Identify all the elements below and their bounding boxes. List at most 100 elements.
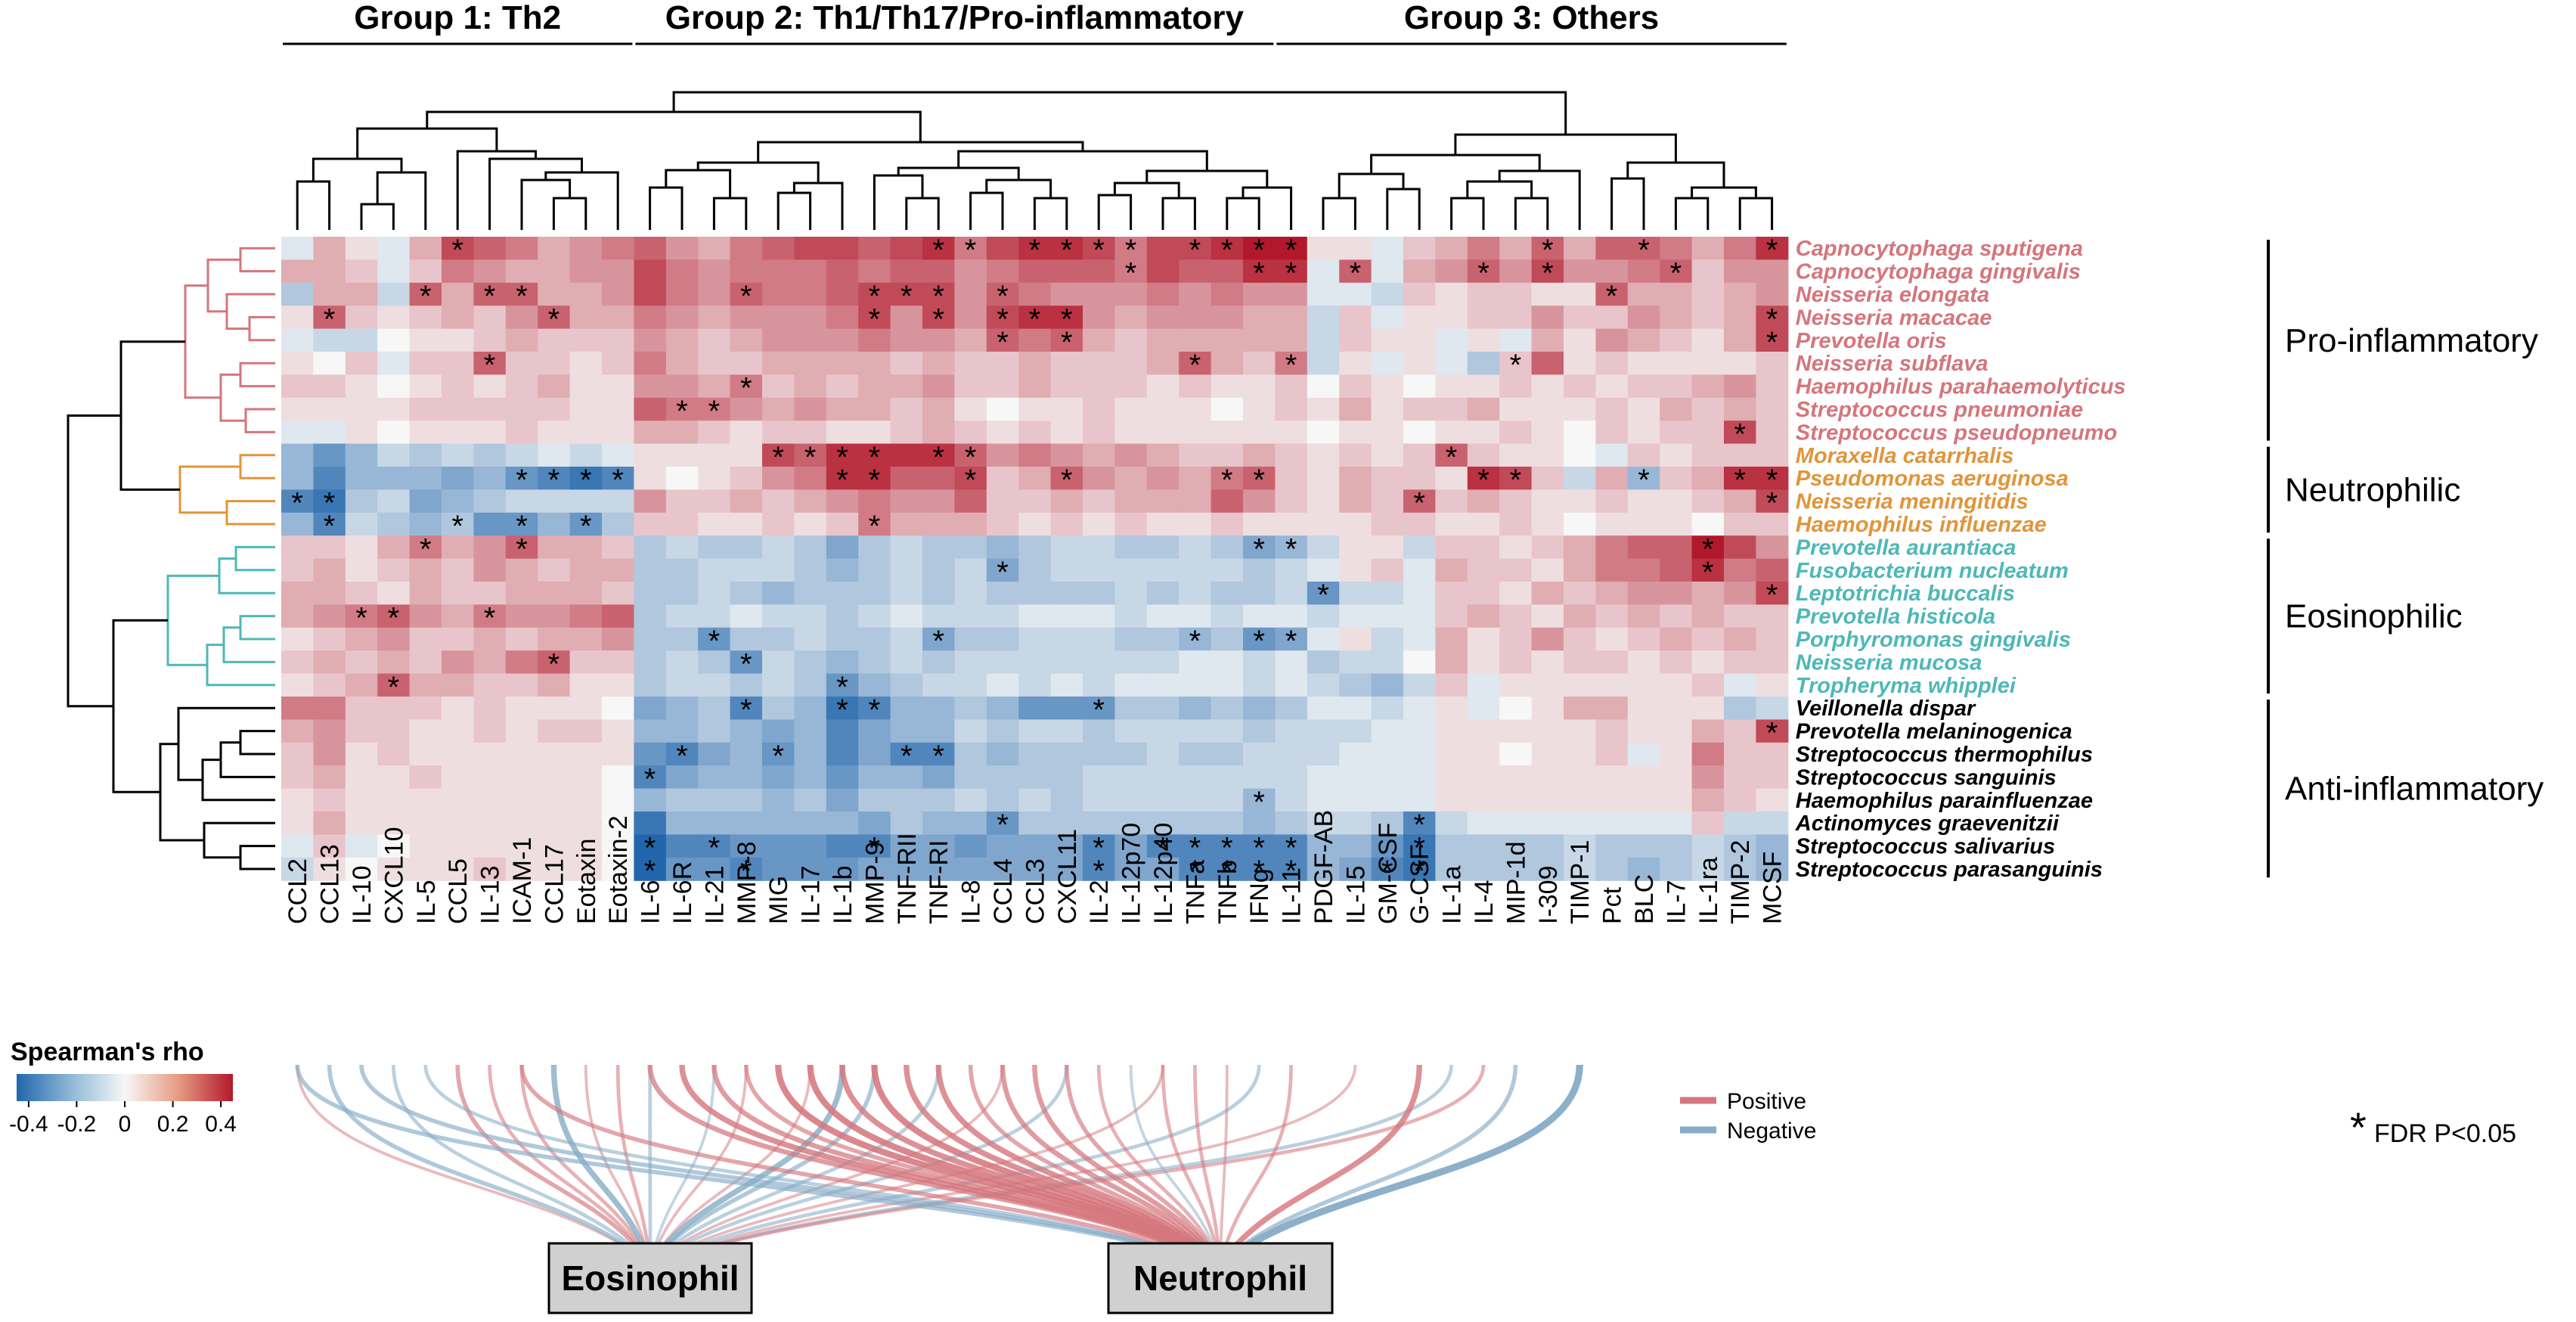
cell-r9-c19 bbox=[890, 443, 923, 467]
cell-r0-c5 bbox=[442, 237, 474, 260]
cell-r18-c26 bbox=[1114, 650, 1148, 675]
col-label-MCSF: MCSF bbox=[1759, 852, 1787, 924]
row-merge-3 bbox=[225, 293, 275, 330]
cell-r13-c37 bbox=[1467, 535, 1500, 560]
legend-fdr-star: * bbox=[2350, 1103, 2367, 1151]
link-neutrophil-IL-21 bbox=[711, 1064, 1181, 1247]
cell-r16-c13 bbox=[698, 604, 731, 628]
cell-r22-c3 bbox=[377, 742, 411, 766]
cell-r20-c9 bbox=[569, 697, 603, 720]
cell-r15-c23 bbox=[1018, 582, 1052, 605]
col-merge-36 bbox=[1466, 180, 1533, 198]
cell-r3-c43 bbox=[1660, 306, 1693, 330]
cell-r27-c43 bbox=[1660, 857, 1693, 881]
cell-r0-c4 bbox=[409, 237, 442, 260]
star-r13-c7: * bbox=[516, 532, 528, 566]
star-r0-c42: * bbox=[1638, 234, 1650, 267]
cell-r21-c12 bbox=[665, 719, 699, 743]
cell-r7-c28 bbox=[1179, 397, 1212, 421]
cell-r24-c46 bbox=[1756, 788, 1789, 812]
cell-r2-c4 bbox=[409, 282, 442, 306]
cell-r12-c35 bbox=[1403, 512, 1436, 536]
col-label-IL-10: IL-10 bbox=[348, 866, 377, 925]
cell-r4-c44 bbox=[1691, 328, 1725, 352]
cell-r9-c45 bbox=[1724, 443, 1756, 467]
cell-r7-c32 bbox=[1307, 397, 1340, 421]
col-label-IL-12p40: IL-12p40 bbox=[1149, 823, 1178, 924]
cell-r25-c27 bbox=[1146, 812, 1180, 835]
cell-r15-c42 bbox=[1627, 582, 1660, 605]
cell-r26-c16 bbox=[794, 834, 827, 858]
cell-r6-c3 bbox=[377, 374, 411, 399]
cell-r10-c12 bbox=[665, 467, 699, 490]
cell-r3-c8 bbox=[538, 306, 571, 330]
cell-r22-c45 bbox=[1724, 742, 1756, 766]
cell-r15-c27 bbox=[1146, 582, 1180, 605]
row-label-18: Neisseria mucosa bbox=[1796, 650, 1982, 675]
cell-r2-c34 bbox=[1371, 282, 1404, 306]
cell-r10-c24 bbox=[1050, 467, 1083, 490]
cell-r2-c13 bbox=[698, 282, 731, 306]
cell-r13-c5 bbox=[442, 535, 474, 560]
cell-r11-c0 bbox=[281, 489, 314, 514]
cell-r1-c32 bbox=[1307, 259, 1340, 284]
cell-r0-c29 bbox=[1211, 237, 1244, 260]
cell-r7-c15 bbox=[762, 397, 795, 421]
star-r0-c21: * bbox=[965, 234, 977, 267]
cell-r15-c8 bbox=[538, 582, 571, 605]
cell-r26-c6 bbox=[473, 834, 507, 858]
cell-r1-c35 bbox=[1403, 259, 1436, 284]
cell-r4-c0 bbox=[281, 328, 314, 352]
cell-r10-c39 bbox=[1531, 467, 1564, 490]
cell-r25-c39 bbox=[1531, 812, 1564, 835]
star-r1-c30: * bbox=[1253, 257, 1265, 290]
cell-r20-c6 bbox=[473, 697, 507, 720]
col-label-CXCL10: CXCL10 bbox=[380, 827, 408, 924]
cell-r8-c46 bbox=[1756, 420, 1789, 445]
star-r7-c13: * bbox=[708, 395, 721, 428]
cell-r20-c25 bbox=[1083, 697, 1115, 720]
cell-r20-c27 bbox=[1146, 697, 1180, 720]
cell-r15-c9 bbox=[569, 582, 603, 605]
star-r1-c39: * bbox=[1542, 257, 1554, 290]
cell-r26-c5 bbox=[442, 834, 474, 858]
col-label-I-309: I-309 bbox=[1534, 866, 1563, 925]
cell-r1-c3 bbox=[377, 259, 411, 284]
row-merge-22 bbox=[239, 845, 275, 870]
col-label-IL-5: IL-5 bbox=[412, 880, 441, 924]
cell-r15-c33 bbox=[1339, 582, 1372, 605]
cell-r20-c40 bbox=[1564, 697, 1596, 720]
cell-r26-c34 bbox=[1371, 834, 1404, 858]
cell-r0-c44 bbox=[1691, 237, 1725, 260]
cell-r17-c10 bbox=[602, 627, 634, 651]
cell-r4-c6 bbox=[473, 328, 507, 352]
cell-r24-c16 bbox=[794, 788, 827, 812]
cell-r2-c43 bbox=[1660, 282, 1693, 306]
cell-r11-c27 bbox=[1146, 489, 1180, 514]
cell-r7-c39 bbox=[1531, 397, 1564, 421]
cell-r8-c25 bbox=[1083, 420, 1115, 445]
cell-r23-c18 bbox=[858, 765, 891, 790]
cell-r22-c14 bbox=[730, 742, 763, 766]
cell-r10-c44 bbox=[1691, 467, 1725, 490]
cell-r7-c29 bbox=[1211, 397, 1244, 421]
cell-r7-c5 bbox=[442, 397, 474, 421]
cell-r11-c4 bbox=[409, 489, 442, 514]
cell-r4-c1 bbox=[313, 328, 346, 352]
cell-r9-c29 bbox=[1211, 443, 1244, 467]
cell-r2-c8 bbox=[538, 282, 571, 306]
cell-r11-c1 bbox=[313, 489, 346, 514]
cell-r25-c11 bbox=[634, 812, 667, 835]
cell-r7-c1 bbox=[313, 397, 346, 421]
col-merge-45 bbox=[426, 110, 922, 142]
cell-r24-c8 bbox=[538, 788, 571, 812]
cell-r9-c22 bbox=[986, 443, 1019, 467]
cell-r21-c45 bbox=[1724, 719, 1756, 743]
star-r17-c30: * bbox=[1253, 625, 1265, 658]
cell-r17-c29 bbox=[1211, 627, 1244, 651]
star-r17-c28: * bbox=[1189, 625, 1201, 658]
cell-r0-c40 bbox=[1564, 237, 1596, 260]
star-r2-c41: * bbox=[1606, 280, 1618, 313]
cell-r10-c2 bbox=[345, 467, 378, 490]
cell-r20-c10 bbox=[602, 697, 634, 720]
